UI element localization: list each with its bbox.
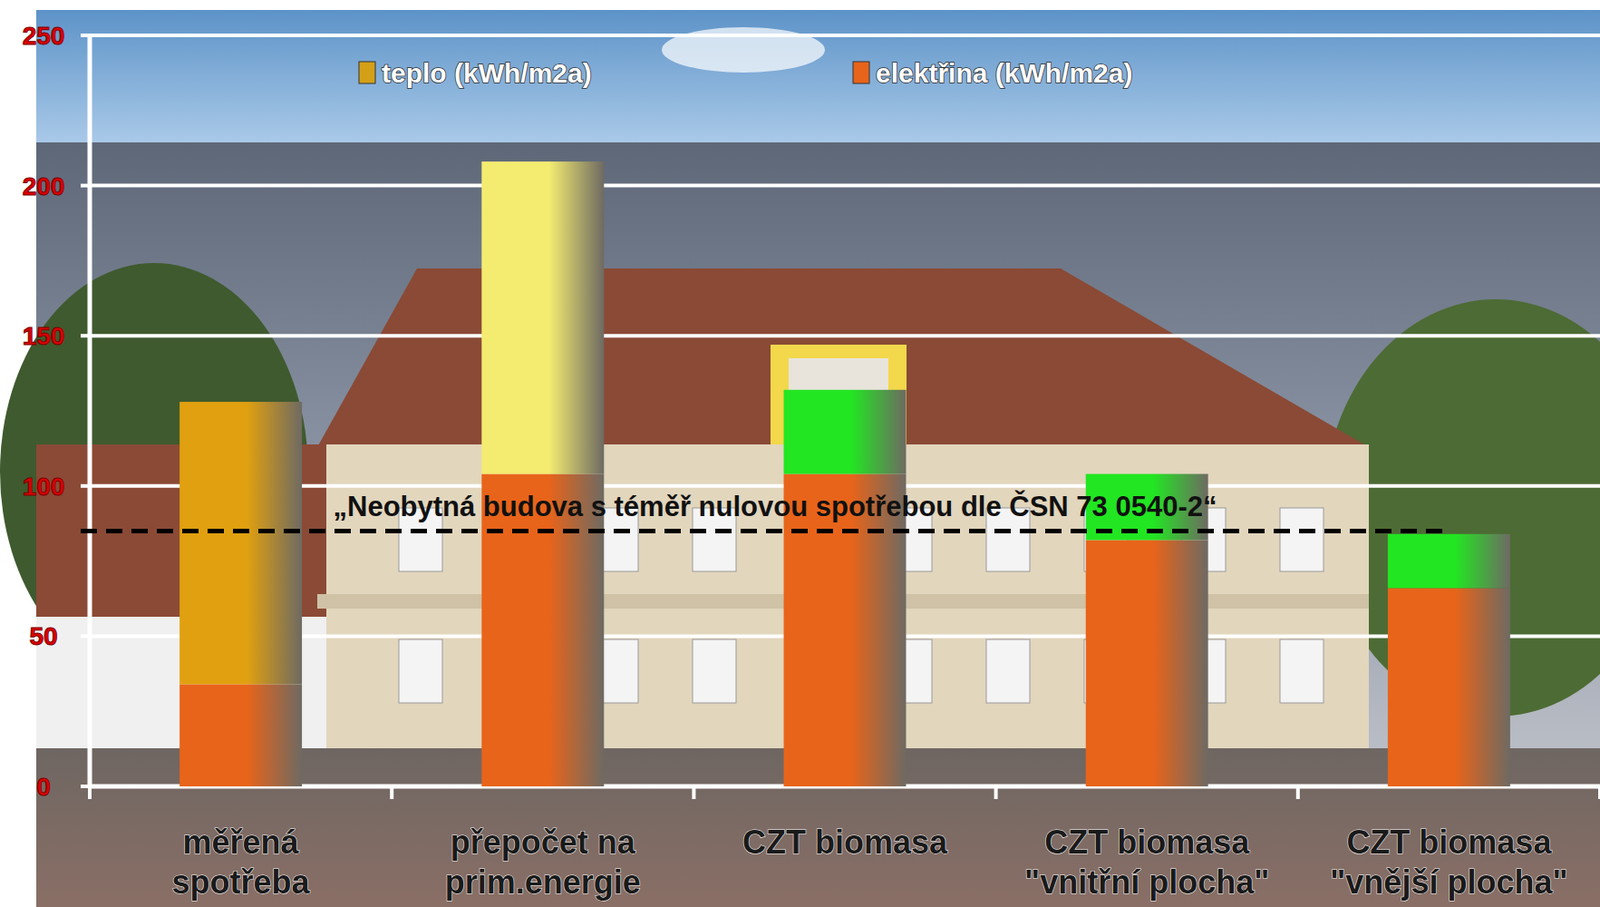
y-tick-label: 200 bbox=[22, 172, 66, 201]
x-tick bbox=[389, 785, 394, 799]
y-tick-label: 150 bbox=[22, 321, 66, 350]
y-tick-label: 0 bbox=[36, 772, 51, 801]
x-tick-label: CZT biomasa"vnější plocha" bbox=[1329, 823, 1568, 901]
bar-segment bbox=[179, 401, 302, 684]
legend-marker bbox=[358, 61, 376, 84]
grid-line bbox=[89, 333, 1600, 338]
grid-line bbox=[89, 33, 1600, 38]
bar-segment bbox=[179, 683, 302, 786]
legend-label: elektřina (kWh/m2a) bbox=[875, 58, 1133, 88]
x-tick-label: CZT biomasa bbox=[742, 823, 949, 861]
window bbox=[986, 639, 1030, 703]
x-tick-label-line: přepočet na bbox=[450, 823, 637, 861]
annotation: „Neobytná budova s téměř nulovou spotřeb… bbox=[333, 489, 1218, 523]
grid-line bbox=[89, 184, 1600, 188]
y-tick-label: 250 bbox=[22, 21, 66, 50]
grid bbox=[80, 35, 1600, 786]
x-tick-label-line: "vnitřní plocha" bbox=[1024, 863, 1270, 901]
sky-top bbox=[36, 9, 1600, 143]
sky bbox=[36, 9, 1600, 907]
window bbox=[1280, 639, 1324, 703]
x-tick bbox=[87, 785, 92, 799]
chart-svg: 0 50 100 150 200 250 „Neobytná budova s téměř … bbox=[0, 0, 1600, 907]
bar-segment bbox=[1387, 533, 1511, 589]
x-tick-label-line: spotřeba bbox=[172, 863, 311, 901]
x-tick-label-line: CZT biomasa bbox=[1346, 823, 1552, 861]
y-tick-label: 50 bbox=[29, 621, 58, 650]
x-tick-label-line: CZT biomasa bbox=[742, 823, 949, 861]
x-tick-label-line: "vnější plocha" bbox=[1329, 863, 1568, 901]
bar-segment bbox=[1387, 587, 1511, 786]
x-tick-label-line: prim.energie bbox=[445, 863, 641, 901]
x-tick bbox=[994, 785, 999, 799]
x-tick-label: CZT biomasa"vnitřní plocha" bbox=[1024, 823, 1270, 901]
x-tick-label: přepočet naprim.energie bbox=[445, 823, 641, 901]
bars bbox=[179, 161, 1511, 786]
x-tick-label: měřenáspotřeba bbox=[172, 823, 311, 901]
x-tick bbox=[1598, 785, 1600, 799]
y-axis bbox=[87, 35, 93, 786]
x-tick bbox=[1296, 785, 1300, 799]
background bbox=[0, 9, 1600, 907]
window bbox=[1280, 507, 1324, 572]
x-tick bbox=[691, 785, 696, 799]
bar-segment bbox=[481, 161, 604, 474]
legend-label: teplo (kWh/m2a) bbox=[381, 58, 592, 88]
legend-marker bbox=[853, 61, 870, 84]
window bbox=[692, 639, 737, 703]
y-tick-label: 100 bbox=[22, 472, 66, 501]
bar-segment bbox=[784, 389, 907, 475]
x-tick-label-line: CZT biomasa bbox=[1044, 823, 1251, 861]
window bbox=[398, 639, 443, 703]
reference-line bbox=[80, 528, 1445, 534]
x-tick-label-line: měřená bbox=[183, 823, 301, 861]
chart-root: 0 50 100 150 200 250 „Neobytná budova s téměř … bbox=[0, 0, 1600, 907]
bar-segment bbox=[1086, 539, 1209, 786]
